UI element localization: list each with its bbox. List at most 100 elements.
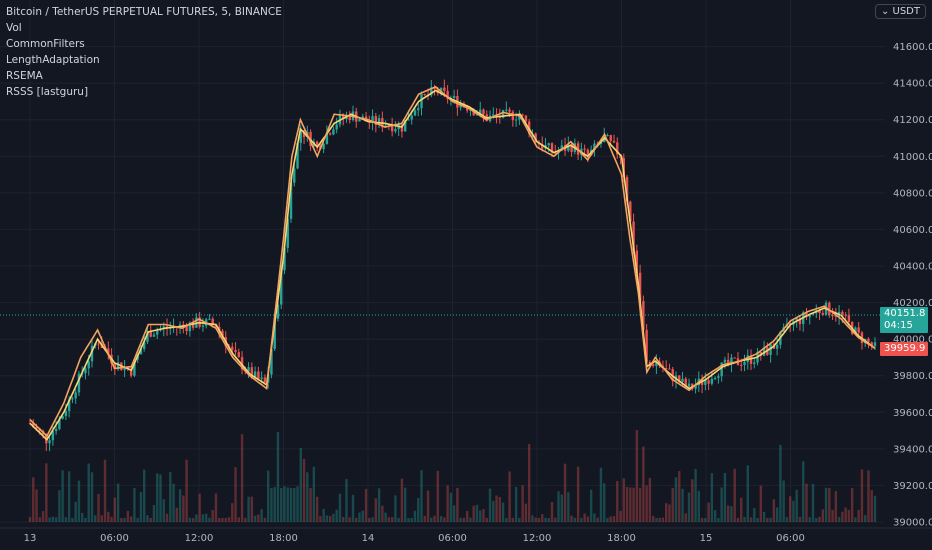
candle-body [704, 380, 707, 385]
volume-bar [162, 499, 165, 522]
volume-bar [436, 470, 440, 522]
volume-bar [94, 515, 97, 522]
candle-body [286, 218, 289, 248]
volume-bar [482, 509, 485, 522]
candle-body [629, 201, 632, 222]
volume-bar [250, 496, 254, 522]
indicator-common-filters[interactable]: CommonFilters [6, 38, 85, 50]
volume-bar [280, 487, 283, 522]
volume-bar [726, 505, 730, 522]
candle-body [681, 378, 684, 382]
candle-body [240, 357, 244, 370]
candle-body [443, 87, 446, 91]
volume-bar [603, 483, 606, 522]
volume-bar [185, 459, 188, 522]
volume-bar [759, 485, 763, 522]
candle-body [280, 270, 283, 305]
indicator-vol[interactable]: Vol [6, 22, 22, 34]
candle-body [58, 418, 61, 430]
indicator-rsema[interactable]: RSEMA [6, 70, 43, 82]
volume-bar [798, 516, 802, 522]
y-tick-label: 40000.0 [893, 335, 932, 346]
candle-body [191, 322, 195, 328]
volume-bar [837, 517, 841, 522]
volume-bar [87, 463, 90, 522]
volume-bar [700, 517, 704, 522]
candle-body [518, 114, 521, 120]
volume-bar [172, 483, 175, 522]
volume-bar [713, 510, 717, 522]
candle-body [142, 341, 146, 349]
candle-body [867, 338, 870, 343]
y-tick-label: 39600.0 [893, 408, 932, 419]
candle-body [201, 325, 205, 327]
volume-bar [668, 504, 671, 522]
candle-body [221, 330, 224, 338]
volume-bar [61, 470, 64, 522]
volume-bar [48, 517, 51, 522]
candle-body [726, 359, 730, 365]
volume-bar [123, 517, 126, 522]
candle-body [394, 128, 397, 132]
volume-bar [38, 517, 41, 522]
volume-bar [854, 517, 857, 522]
volume-bar [113, 497, 117, 522]
candle-body [400, 124, 404, 132]
volume-bar [188, 517, 192, 522]
volume-bar [534, 517, 537, 522]
x-tick-label: 13 [24, 533, 37, 544]
volume-bar [426, 490, 430, 522]
candle-body [586, 149, 590, 156]
symbol-title[interactable]: Bitcoin / TetherUS PERPETUAL FUTURES, 5,… [6, 6, 282, 18]
indicator-rsss[interactable]: RSSS [lastguru] [6, 86, 89, 98]
volume-bar [501, 502, 505, 522]
candle-body [152, 334, 156, 337]
volume-bar [495, 495, 498, 522]
volume-bar [625, 486, 629, 522]
candle-body [479, 109, 482, 115]
candle-body [390, 125, 394, 132]
indicator-length-adaptation[interactable]: LengthAdaptation [6, 54, 100, 66]
volume-bar [844, 507, 847, 522]
volume-bar [821, 509, 824, 522]
candle-body [410, 115, 413, 120]
candle-body [687, 383, 691, 387]
currency-selector[interactable]: ⌄ USDT [874, 4, 926, 19]
volume-bar [417, 497, 420, 522]
candle-body [67, 399, 71, 412]
candle-body [612, 140, 616, 143]
candle-body [299, 130, 302, 143]
candle-body [146, 330, 149, 342]
volume-bar [857, 509, 860, 522]
volume-bar [41, 511, 45, 522]
y-tick-label: 41000.0 [893, 152, 932, 163]
x-tick-label: 12:00 [185, 533, 214, 544]
chevron-down-icon: ⌄ [880, 6, 890, 17]
candle-body [61, 416, 64, 419]
volume-bar [818, 516, 821, 522]
candle-body [71, 398, 74, 400]
volume-bar [616, 481, 619, 522]
candle-body [769, 344, 772, 355]
currency-label: USDT [892, 6, 920, 17]
volume-bar [377, 488, 381, 522]
volume-bar [782, 480, 785, 522]
candle-body [642, 301, 645, 330]
candle-body [289, 182, 293, 219]
candle-body [616, 142, 619, 155]
volume-bar [348, 517, 351, 522]
volume-bar [410, 517, 413, 522]
volume-bar [508, 471, 511, 522]
volume-bar [452, 505, 456, 522]
price-axis[interactable]: 39000.0 39200.0 39400.0 39600.0 39800.0 40000… [893, 42, 932, 528]
volume-bar [270, 487, 273, 522]
volume-bar [449, 492, 453, 522]
volume-bar [550, 502, 554, 522]
volume-bar [325, 515, 329, 522]
candle-body [534, 133, 537, 143]
volume-bar [795, 489, 798, 522]
volume-bar [563, 463, 567, 522]
time-axis[interactable]: 13 06:00 12:00 18:00 14 06:00 12:00 18:00 15 06:0… [0, 527, 932, 544]
volume-bar [743, 516, 746, 522]
